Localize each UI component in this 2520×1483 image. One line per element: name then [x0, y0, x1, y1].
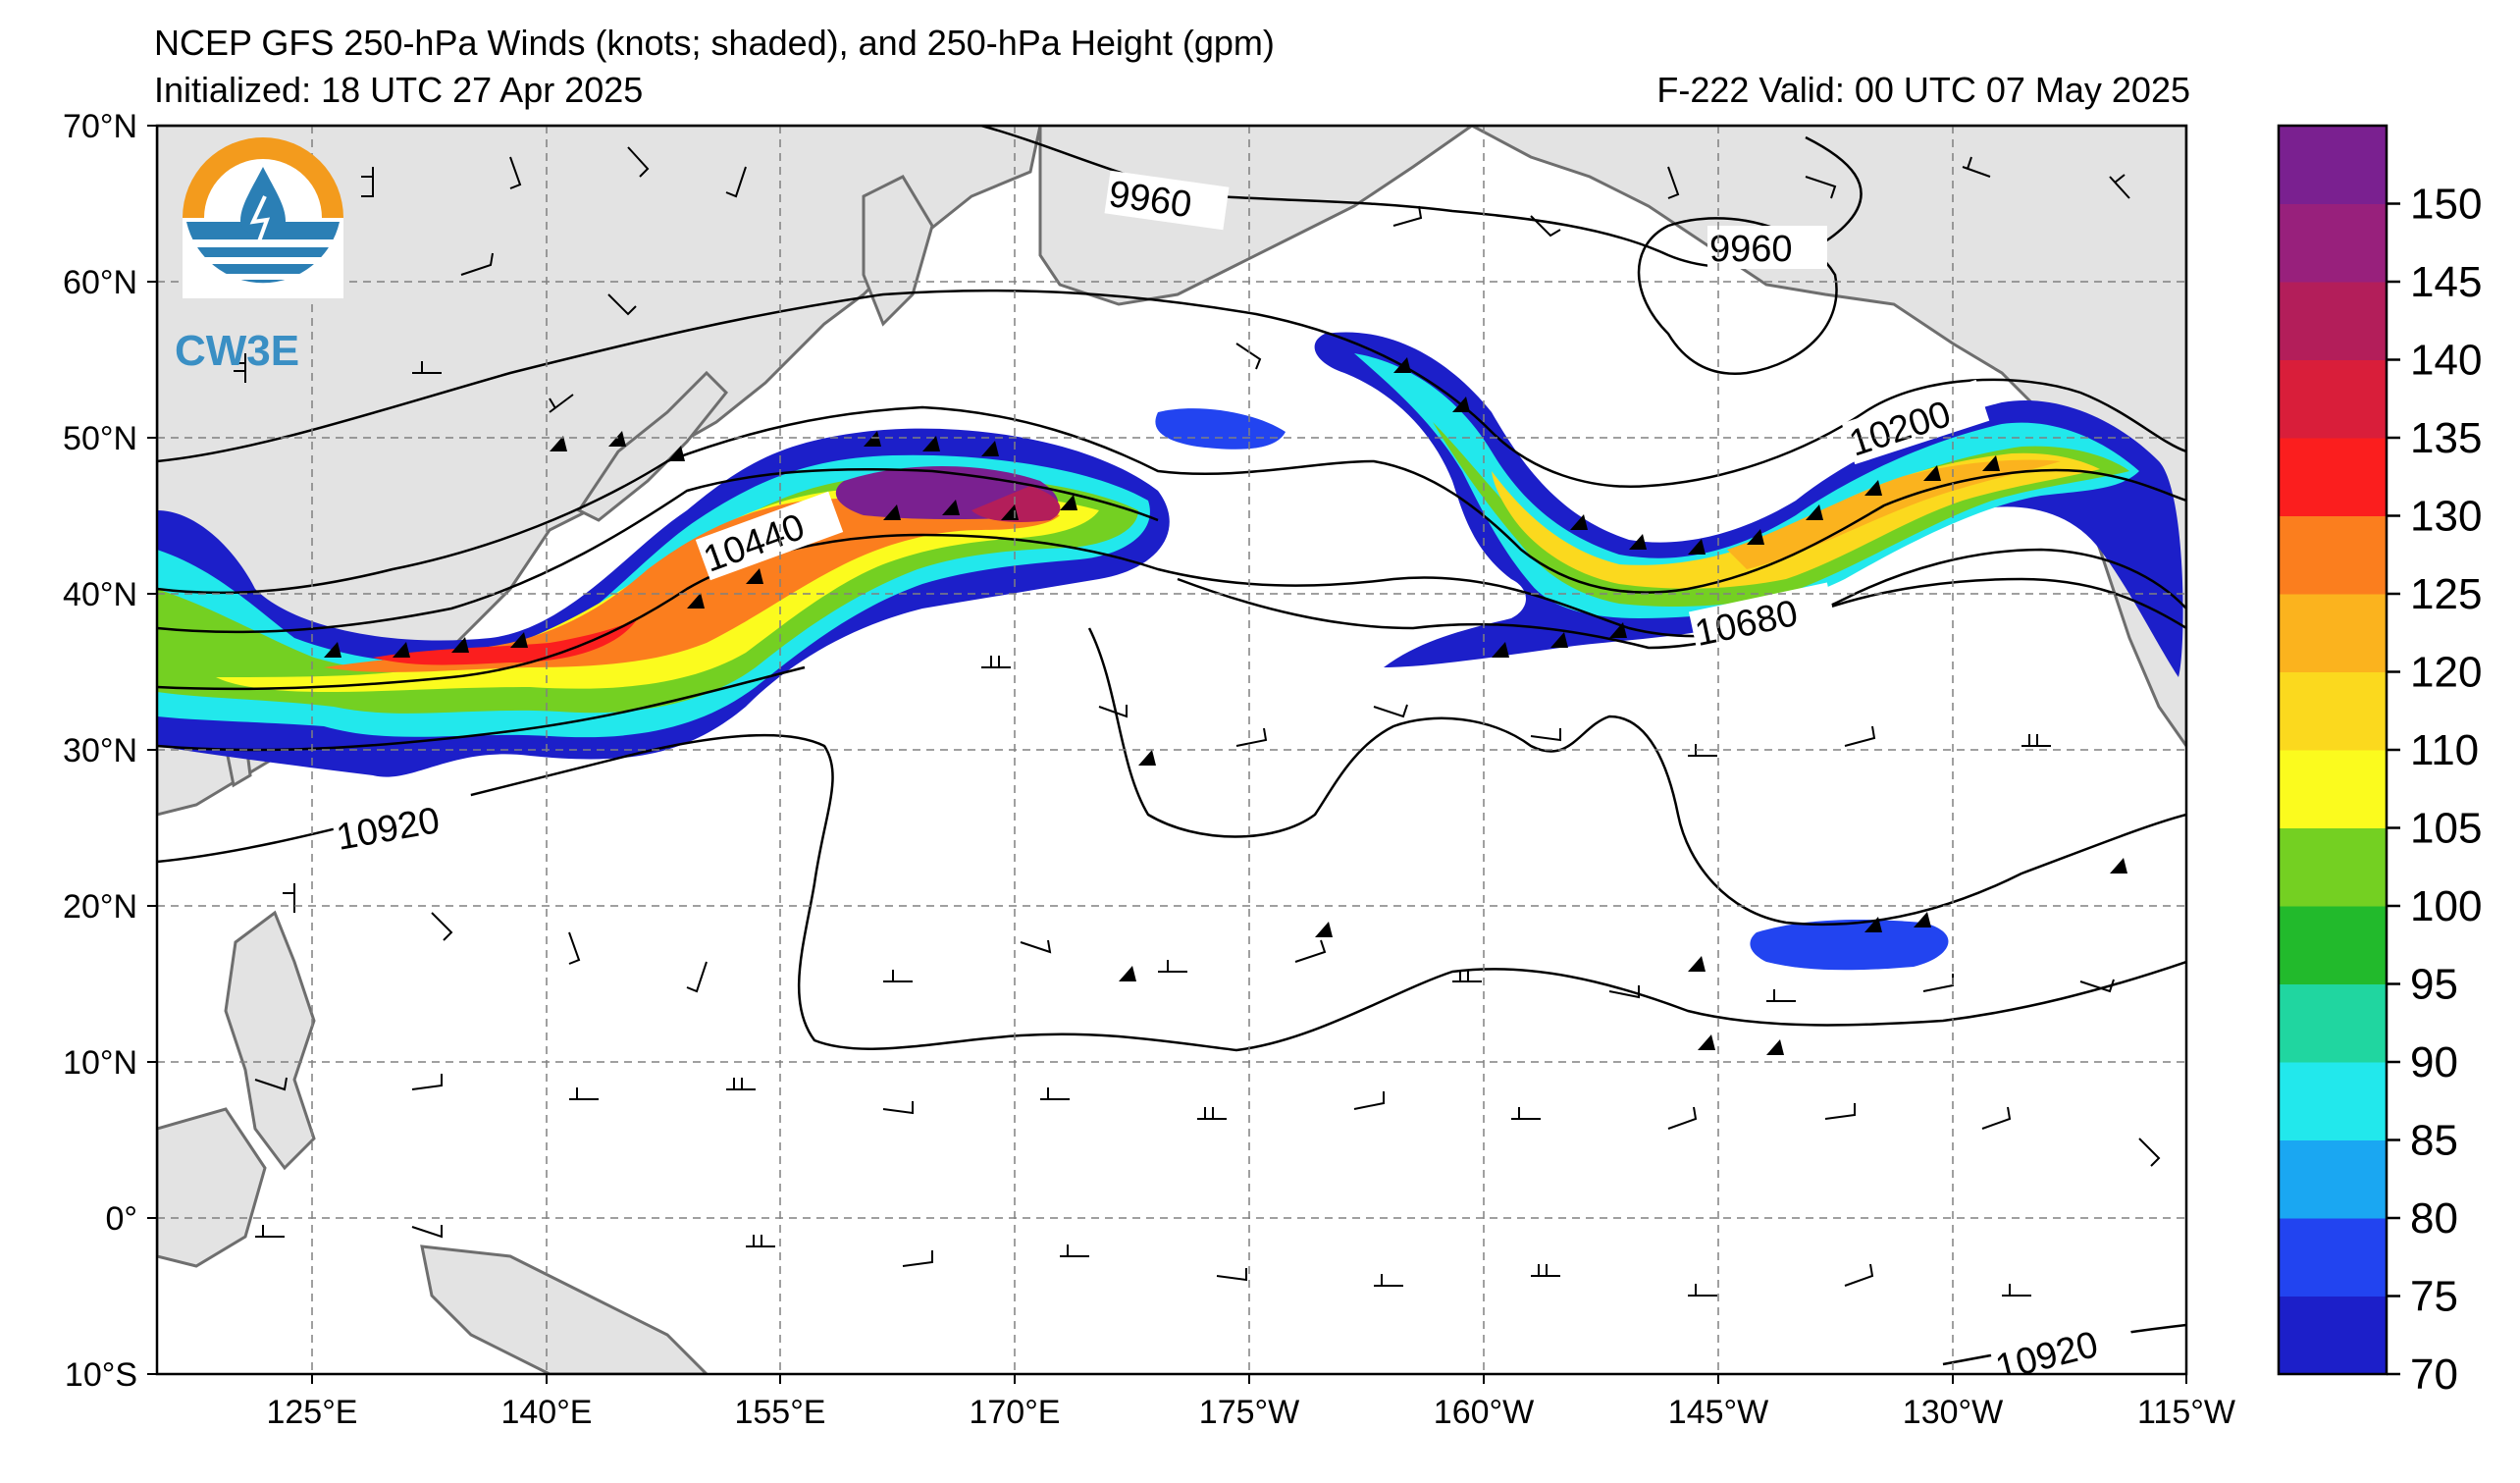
colorbar-swatch [2279, 1062, 2387, 1140]
colorbar-swatch [2279, 906, 2387, 984]
wind-barb-pennants [324, 357, 2127, 1055]
lon-label: 145°W [1668, 1394, 1768, 1431]
latitude-labels: 70°N 60°N 50°N 40°N 30°N 20°N 10°N 0° 10… [63, 108, 137, 1394]
colorbar-label: 75 [2410, 1273, 2458, 1321]
colorbar-label: 130 [2410, 493, 2482, 541]
colorbar-label: 85 [2410, 1117, 2458, 1165]
logo-text: CW3E [175, 327, 299, 375]
colorbar-label: 105 [2410, 805, 2482, 853]
colorbar-swatch [2279, 203, 2387, 283]
contour-10920-west [157, 733, 2186, 1052]
lat-label: 70°N [63, 108, 137, 145]
colorbar-label: 135 [2410, 414, 2482, 462]
lon-label: 175°W [1199, 1394, 1299, 1431]
land-new-guinea [420, 1245, 709, 1374]
colorbar-swatch [2279, 983, 2387, 1063]
colorbar-label: 90 [2410, 1038, 2458, 1086]
colorbar-label: 125 [2410, 570, 2482, 618]
colorbar-swatch [2279, 671, 2387, 751]
lon-label: 115°W [2137, 1394, 2235, 1431]
lat-label: 50°N [63, 420, 137, 457]
land-philippines [224, 910, 316, 1171]
contour-d [157, 533, 2186, 691]
colorbar-label: 70 [2410, 1351, 2458, 1399]
colorbar-label: 120 [2410, 649, 2482, 697]
lon-label: 140°E [500, 1394, 592, 1431]
lon-label: 125°E [266, 1394, 357, 1431]
land-kamchatka [862, 175, 934, 327]
colorbar-label: 140 [2410, 337, 2482, 385]
lat-label: 20°N [63, 888, 137, 926]
colorbar-swatch [2279, 750, 2387, 828]
graticule [157, 126, 2186, 1374]
colorbar-swatch [2279, 359, 2387, 439]
longitude-labels: 125°E 140°E 155°E 170°E 175°W 160°W 145°… [266, 1394, 2234, 1431]
chart-title: NCEP GFS 250-hPa Winds (knots; shaded), … [154, 23, 1275, 63]
lon-label: 160°W [1434, 1394, 1534, 1431]
colorbar-label: 95 [2410, 961, 2458, 1009]
colorbar-label: 145 [2410, 258, 2482, 306]
land-borneo [157, 1107, 267, 1268]
lat-label: 10°N [63, 1044, 137, 1082]
jet-east-orange [1727, 459, 2061, 569]
colorbar-swatch [2279, 1296, 2387, 1375]
colorbar-label: 80 [2410, 1194, 2458, 1243]
colorbar-swatch [2279, 1139, 2387, 1219]
colorbar-swatch [2279, 282, 2387, 360]
jet-core-magenta [971, 486, 1061, 522]
contour-9960-loop [1637, 217, 1838, 376]
colorbar-swatch [2279, 126, 2387, 204]
axis-ticks [147, 125, 2187, 1384]
colorbar-label: 110 [2410, 726, 2479, 774]
colorbar-swatch [2279, 594, 2387, 672]
land-japan [576, 370, 729, 522]
lon-label: 130°W [1903, 1394, 2003, 1431]
lat-label: 60°N [63, 264, 137, 301]
cw3e-logo: CW3E [175, 137, 343, 375]
lat-label: 10°S [65, 1356, 137, 1394]
contour-label-9960-b: 9960 [1709, 229, 1793, 270]
jet-west-red [373, 618, 638, 665]
colorbar-swatch [2279, 827, 2387, 907]
colorbar-label: 100 [2410, 882, 2482, 930]
colorbar-label: 150 [2410, 181, 2482, 229]
colorbar: 70 75 80 85 90 95 100 105 110 120 125 130 135 140 145 1… [2277, 124, 2482, 1399]
colorbar-swatch [2279, 515, 2387, 595]
land-north-america [1471, 126, 2186, 749]
land-alaska-coast [1038, 126, 1475, 306]
valid-time: F-222 Valid: 00 UTC 07 May 2025 [1656, 70, 2190, 110]
initialized-time: Initialized: 18 UTC 27 Apr 2025 [154, 70, 644, 110]
contour-c [157, 467, 1159, 634]
lat-label: 40°N [63, 576, 137, 613]
lon-label: 170°E [969, 1394, 1060, 1431]
contour-subtropical-loop [1087, 627, 2186, 927]
wind-barbs [234, 146, 2161, 1297]
lon-label: 155°E [734, 1394, 825, 1431]
contour-a [157, 289, 2186, 488]
lat-label: 0° [105, 1200, 137, 1238]
contour-e [157, 665, 806, 752]
blob-north-pacific [1155, 408, 1286, 450]
colorbar-swatch [2279, 1218, 2387, 1297]
contour-b [157, 405, 2186, 595]
blob-subtropical [1750, 920, 1949, 971]
water-drop-logo-icon [183, 137, 343, 298]
lat-label: 30°N [63, 732, 137, 769]
colorbar-swatch [2279, 438, 2387, 516]
